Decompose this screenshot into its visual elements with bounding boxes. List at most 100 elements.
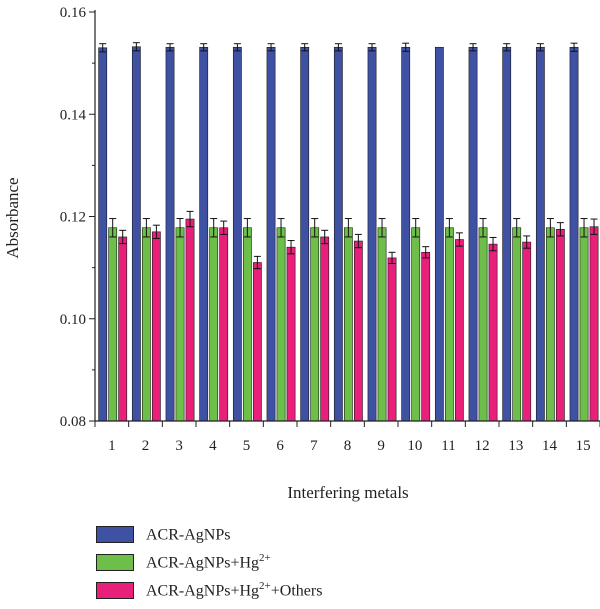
- bar-s1-c9: [367, 46, 377, 422]
- error-bar-s3-c6: [287, 240, 295, 255]
- error-bar-s2-c8: [344, 218, 352, 238]
- legend-item-2: ACR-AgNPs+Hg2+: [96, 548, 322, 576]
- error-bar-s2-c4: [210, 218, 218, 238]
- error-bar-s2-c1: [109, 218, 117, 238]
- x-tick-label-15: 15: [576, 438, 591, 454]
- error-bar-s3-c10: [422, 246, 430, 259]
- x-tick-label-10: 10: [407, 438, 422, 454]
- bar-s1-c8: [333, 46, 343, 422]
- legend-swatch-2: [96, 553, 134, 571]
- bar-s1-c11: [434, 46, 444, 422]
- bar-s3-c2: [151, 231, 161, 422]
- x-axis-label: Interfering metals: [287, 483, 408, 502]
- error-bar-s2-c7: [311, 218, 319, 238]
- x-tick-label-2: 2: [142, 438, 150, 454]
- bar-s1-c13: [502, 46, 512, 422]
- error-bar-s3-c8: [354, 233, 362, 249]
- error-bar-s2-c10: [412, 218, 420, 238]
- legend-swatch-1: [96, 525, 134, 543]
- y-tick-label-0.16: 0.16: [60, 5, 87, 21]
- bar-s3-c13: [522, 241, 532, 422]
- x-tick-label-14: 14: [542, 438, 558, 454]
- legend: ACR-AgNPs ACR-AgNPs+Hg2+ ACR-AgNPs+Hg2++…: [96, 520, 322, 604]
- bar-s2-c6: [276, 227, 286, 422]
- error-bar-s3-c13: [523, 235, 531, 249]
- axes-layer: 0.080.100.120.140.161 2 3 4 5 6 7 8 9 10 11 12 13 14 1…: [60, 5, 600, 454]
- x-tick-label-7: 7: [310, 438, 318, 454]
- error-bar-s3-c7: [321, 229, 329, 245]
- x-tick-label-9: 9: [377, 438, 385, 454]
- y-tick-label-0.10: 0.10: [60, 312, 86, 328]
- error-bar-s3-c2: [152, 224, 160, 239]
- x-tick-label-13: 13: [508, 438, 523, 454]
- bar-s3-c6: [286, 246, 296, 422]
- bar-s2-c12: [478, 227, 488, 422]
- error-bar-s1-c13: [503, 43, 511, 52]
- legend-swatch-3: [96, 581, 134, 599]
- error-bar-s3-c14: [556, 222, 564, 237]
- bar-s1-c7: [300, 46, 310, 422]
- y-tick-label-0.14: 0.14: [60, 107, 87, 123]
- bar-s1-c15: [569, 46, 579, 422]
- error-bar-s1-c7: [301, 43, 309, 52]
- x-tick-label-8: 8: [344, 438, 352, 454]
- bar-s1-c14: [535, 46, 545, 422]
- error-bar-s3-c4: [220, 220, 228, 235]
- y-axis-label: Absorbance: [3, 177, 22, 258]
- bar-s2-c7: [310, 227, 320, 422]
- bar-s1-c4: [199, 46, 209, 422]
- bar-s3-c15: [589, 226, 599, 422]
- bar-s2-c14: [545, 227, 555, 422]
- error-bar-s2-c5: [243, 218, 251, 238]
- bar-s2-c10: [411, 227, 421, 422]
- x-tick-label-5: 5: [243, 438, 251, 454]
- bar-s3-c9: [387, 257, 397, 422]
- error-bar-s1-c8: [334, 43, 342, 52]
- x-tick-label-4: 4: [209, 438, 217, 454]
- legend-label-3: ACR-AgNPs+Hg2++Others: [146, 579, 323, 600]
- error-bar-s2-c2: [142, 218, 150, 238]
- legend-item-3: ACR-AgNPs+Hg2++Others: [96, 576, 322, 604]
- y-tick-label-0.12: 0.12: [60, 210, 86, 226]
- error-bar-s3-c12: [489, 236, 497, 252]
- bar-s2-c3: [175, 227, 185, 422]
- error-bar-s3-c1: [119, 229, 127, 245]
- error-bar-s2-c12: [479, 218, 487, 238]
- bar-s2-c9: [377, 227, 387, 422]
- bar-s2-c4: [209, 227, 219, 422]
- bar-s1-c12: [468, 46, 478, 422]
- bar-s3-c14: [555, 228, 565, 422]
- error-bar-s1-c3: [166, 43, 174, 52]
- bar-s2-c15: [579, 227, 589, 422]
- bar-s2-c11: [444, 227, 454, 422]
- error-bar-s2-c11: [445, 218, 453, 238]
- bar-s3-c8: [353, 240, 363, 422]
- y-tick-label-0.08: 0.08: [60, 414, 86, 430]
- error-bar-s3-c3: [186, 210, 194, 228]
- bar-s1-c6: [266, 46, 276, 422]
- error-bar-s1-c6: [267, 43, 275, 52]
- error-bar-s3-c11: [455, 232, 463, 247]
- error-bar-s1-c9: [368, 43, 376, 52]
- bar-s3-c12: [488, 243, 498, 422]
- bar-s2-c2: [141, 227, 151, 422]
- bar-s2-c1: [108, 227, 118, 422]
- bar-chart: 0.080.100.120.140.161 2 3 4 5 6 7 8 9 10 11 12 13 14 1…: [3, 5, 600, 502]
- bar-s3-c1: [118, 236, 128, 422]
- bar-s3-c3: [185, 218, 195, 422]
- error-bar-s1-c12: [469, 43, 477, 52]
- bar-s2-c5: [242, 227, 252, 422]
- error-bar-s2-c6: [277, 218, 285, 238]
- x-tick-label-11: 11: [441, 438, 455, 454]
- error-bar-s1-c14: [536, 43, 544, 52]
- error-bar-s1-c1: [99, 43, 107, 53]
- error-bar-s3-c5: [253, 255, 261, 270]
- error-bar-s2-c15: [580, 218, 588, 238]
- bar-s3-c7: [320, 236, 330, 422]
- legend-label-2: ACR-AgNPs+Hg2+: [146, 551, 271, 572]
- error-bar-s1-c2: [132, 42, 140, 52]
- error-bar-s1-c10: [402, 42, 410, 52]
- bar-s3-c4: [219, 227, 229, 422]
- x-tick-label-6: 6: [276, 438, 284, 454]
- bar-s1-c5: [232, 46, 242, 422]
